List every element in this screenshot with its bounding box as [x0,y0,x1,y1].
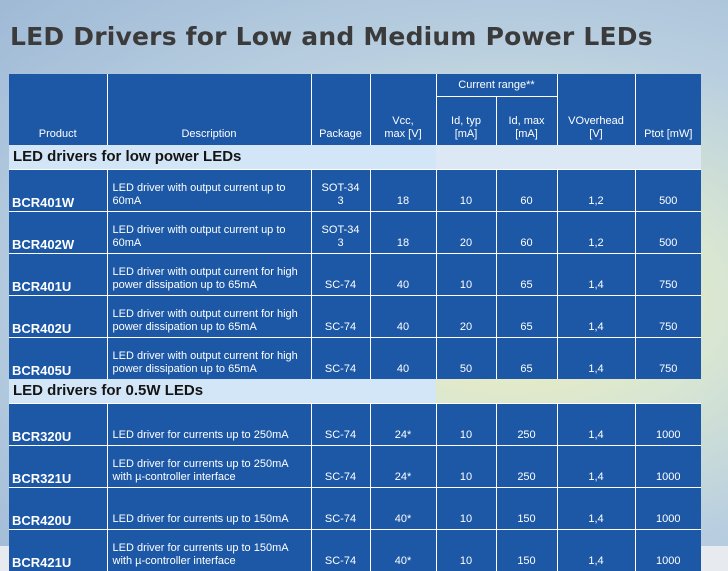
id-max-cell: 60 [495,210,557,253]
product-cell: BCR401U [9,252,107,295]
id-max-cell: 150 [495,528,557,571]
description-cell: LED driver with output current up to 60m… [106,210,311,253]
description-cell: LED driver with output current for high … [106,336,311,379]
description-cell: LED driver for currents up to 150mA with… [106,528,311,571]
voverhead-cell: 1,4 [556,252,635,295]
section-label: LED drivers for low power LEDs [9,144,436,169]
vcc-cell: 18 [369,210,436,253]
voverhead-cell: 1,4 [556,528,635,571]
header-package: Package [310,74,370,145]
vcc-cell: 24* [369,402,436,445]
table-row: BCR321U LED driver for currents up to 250… [9,444,701,487]
product-cell: BCR402U [9,294,107,337]
section-spacer [436,379,701,404]
id-max-cell: 65 [495,336,557,379]
package-cell: SC-74 [310,402,370,445]
table-row: BCR320U LED driver for currents up to 250… [9,402,701,445]
description-cell: LED driver for currents up to 150mA [106,486,311,529]
voverhead-cell: 1,2 [556,210,635,253]
section-spacer [436,144,701,169]
package-cell: SC-74 [310,528,370,571]
product-cell: BCR320U [9,402,107,445]
section-header-row: LED drivers for low power LEDs [9,144,701,169]
slide-title: LED Drivers for Low and Medium Power LED… [10,22,653,51]
table-row: BCR405U LED driver with output current fo… [9,336,701,379]
table-row: BCR402U LED driver with output current fo… [9,294,701,337]
product-cell: BCR321U [9,444,107,487]
product-cell: BCR402W [9,210,107,253]
id-typ-cell: 10 [435,252,496,295]
ptot-cell: 750 [634,252,701,295]
voverhead-cell: 1,4 [556,444,635,487]
id-max-cell: 250 [495,402,557,445]
header-description: Description [106,74,311,145]
table-row: BCR421U LED driver for currents up to 150… [9,528,701,571]
id-typ-cell: 50 [435,336,496,379]
product-cell: BCR405U [9,336,107,379]
description-cell: LED driver with output current for high … [106,252,311,295]
id-typ-cell: 20 [435,210,496,253]
vcc-cell: 40* [369,528,436,571]
description-cell: LED driver with output current up to 60m… [106,168,311,211]
ptot-cell: 750 [634,336,701,379]
header-voverhead: VOverhead [V] [556,74,635,145]
header-current-range: Current range** [435,74,557,97]
id-typ-cell: 10 [435,444,496,487]
id-max-cell: 250 [495,444,557,487]
led-driver-table: Product Description Package Vcc, max [V]… [9,74,701,571]
voverhead-cell: 1,4 [556,294,635,337]
package-cell: SC-74 [310,294,370,337]
table-row: BCR420U LED driver for currents up to 150… [9,486,701,529]
vcc-cell: 18 [369,168,436,211]
section-header-row: LED drivers for 0.5W LEDs [9,378,701,404]
id-typ-cell: 20 [435,294,496,337]
voverhead-cell: 1,4 [556,402,635,445]
voverhead-cell: 1,2 [556,168,635,211]
header-product: Product [9,74,107,145]
package-cell: SOT-34 3 [310,210,370,253]
description-cell: LED driver with output current for high … [106,294,311,337]
id-typ-cell: 10 [435,168,496,211]
product-cell: BCR420U [9,486,107,529]
id-typ-cell: 10 [435,402,496,445]
table-row: BCR402W LED driver with output current up… [9,210,701,253]
package-cell: SC-74 [310,486,370,529]
id-typ-cell: 10 [435,528,496,571]
section-label: LED drivers for 0.5W LEDs [9,378,436,403]
ptot-cell: 500 [634,168,701,211]
vcc-cell: 40* [369,486,436,529]
vcc-cell: 24* [369,444,436,487]
id-typ-cell: 10 [435,486,496,529]
package-cell: SC-74 [310,336,370,379]
header-ptot: Ptot [mW] [634,74,701,145]
vcc-cell: 40 [369,294,436,337]
ptot-cell: 1000 [634,528,701,571]
package-cell: SC-74 [310,252,370,295]
ptot-cell: 1000 [634,486,701,529]
table-row: BCR401W LED driver with output current up… [9,168,701,211]
id-max-cell: 65 [495,294,557,337]
id-max-cell: 65 [495,252,557,295]
product-cell: BCR401W [9,168,107,211]
id-max-cell: 60 [495,168,557,211]
package-cell: SC-74 [310,444,370,487]
package-cell: SOT-34 3 [310,168,370,211]
voverhead-cell: 1,4 [556,336,635,379]
header-id-max: Id, max [mA] [495,96,557,145]
table-row: BCR401U LED driver with output current fo… [9,252,701,295]
vcc-cell: 40 [369,336,436,379]
vcc-cell: 40 [369,252,436,295]
description-cell: LED driver for currents up to 250mA with… [106,444,311,487]
ptot-cell: 1000 [634,402,701,445]
ptot-cell: 750 [634,294,701,337]
header-id-typ: Id, typ [mA] [435,96,496,145]
ptot-cell: 1000 [634,444,701,487]
ptot-cell: 500 [634,210,701,253]
voverhead-cell: 1,4 [556,486,635,529]
product-cell: BCR421U [9,528,107,571]
description-cell: LED driver for currents up to 250mA [106,402,311,445]
header-vcc: Vcc, max [V] [369,74,436,145]
id-max-cell: 150 [495,486,557,529]
